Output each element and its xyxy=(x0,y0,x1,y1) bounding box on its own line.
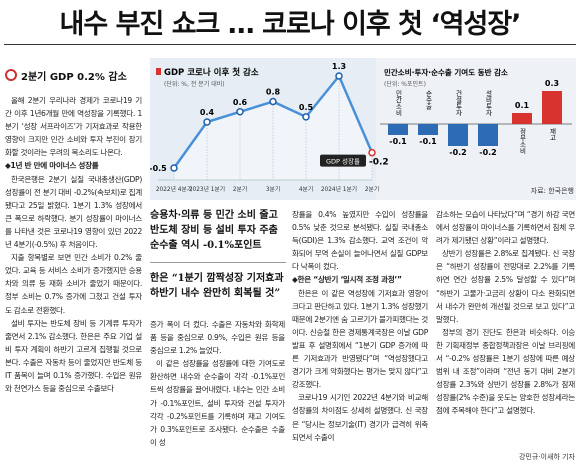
value-label: 0.6 xyxy=(233,98,248,107)
bar xyxy=(478,124,498,146)
source: 자료: 한국은행 xyxy=(530,187,574,195)
value-label: -0.1 xyxy=(389,137,407,146)
subheading: 2분기 GDP 0.2% 감소 xyxy=(5,68,127,83)
byline: 강민규·이새하 기자 xyxy=(519,453,575,461)
value-label: 0.5 xyxy=(299,103,314,112)
x-label: 2분기 xyxy=(365,185,379,193)
rule xyxy=(4,44,576,45)
value-label: 1.3 xyxy=(332,62,346,71)
x-label: 4분기 xyxy=(299,185,313,193)
bar xyxy=(388,124,408,135)
point xyxy=(236,108,244,116)
x-label: 3분기 xyxy=(266,185,280,193)
bar xyxy=(542,91,562,124)
point xyxy=(368,148,376,157)
paragraph: 정부의 경기 진단도 한은과 비슷하다. 이승한 기획재정부 종합정책과장은 이… xyxy=(436,327,575,416)
value-label: -0.1 xyxy=(419,137,437,146)
x-label: 2분기 xyxy=(233,185,247,193)
pull-quote: 승용차·의류 등 민간 소비 줄고 반도체 장비 등 설비 투자 주춤 순수출 … xyxy=(150,210,278,251)
value-label: -0.2 xyxy=(449,148,467,157)
category-label: 재고 xyxy=(548,128,556,141)
bar xyxy=(418,124,438,135)
title-marker xyxy=(156,68,161,75)
x-label: 2022년 4분기 xyxy=(156,185,192,193)
charts: GDP 코로나 이후 첫 감소 (단위: %, 전 분기 대비) -0.5 2022년… xyxy=(150,58,576,200)
paragraph: 지출 항목별로 보면 민간 소비가 0.2% 줄었다. 교육 등 서비스 소비가… xyxy=(5,253,142,315)
column: 올해 2분기 우리나라 경제가 코로나19 기간 이후 1년6개월 만에 역성장… xyxy=(5,94,142,464)
headline: 내수 부진 쇼크 … 코로나 이후 첫 ‘역성장’ xyxy=(59,9,522,40)
x-label: 2023년 1분기 xyxy=(189,185,225,193)
paragraph: 상반기 성장률은 2.8%로 집계됐다. 신 국장은 “하반기 성장률이 전망대… xyxy=(436,249,575,324)
point xyxy=(269,97,277,106)
value-label: -0.5 xyxy=(150,164,167,173)
chart-unit: (단위: %포인트) xyxy=(384,80,426,88)
column: 감소하는 모습이 나타났다”며 “경기 하강 국면에서 성장률이 마이너스를 기… xyxy=(436,208,575,452)
point xyxy=(302,113,310,121)
bar xyxy=(448,124,468,146)
bar xyxy=(512,113,532,124)
point xyxy=(335,72,343,80)
category-label: 건설투자 xyxy=(454,89,462,118)
point xyxy=(170,164,178,172)
line-area xyxy=(174,76,372,180)
chart-unit: (단위: %, 전 분기 대비) xyxy=(164,80,225,88)
pull-quote: 한은 “1분기 깜짝성장 기저효과 하반기 내수 완만히 회복될 것” xyxy=(150,262,286,301)
value-label: -0.2 xyxy=(369,158,389,168)
paragraph: 이 같은 성장률을 성장률에 대한 기여도로 환산하면 내수와 순수출이 각각 … xyxy=(150,359,285,447)
value-label: -0.2 xyxy=(479,148,497,157)
paragraph: 감소하는 모습이 나타났다”며 “경기 하강 국면에서 성장률이 마이너스를 기… xyxy=(436,210,575,246)
paragraph: 한국은행은 2분기 실질 국내총생산(GDP) 성장률이 전 분기 대비 -0.… xyxy=(5,174,142,250)
category-label: 순수출 xyxy=(424,90,432,110)
column: 증가 폭이 더 컸다. 수출은 자동차와 화학제품 등을 중심으로 0.9%, … xyxy=(150,318,285,464)
paragraph: ◆한은 “상반기 ‘일시적 조정 과정’” xyxy=(292,275,402,285)
paragraph: 장률을 0.4% 높였지만 수입이 성장률을 0.5% 낮춘 것으로 분석됐다.… xyxy=(292,210,428,272)
callout-box xyxy=(320,154,366,167)
paragraph: 증가 폭이 더 컸다. 수출은 자동차와 화학제품 등을 중심으로 0.9%, … xyxy=(150,320,285,356)
paragraph: 코로나19 시기인 2022년 4분기와 비교해 성장률의 차이점도 상세히 설… xyxy=(292,393,428,442)
callout-label: GDP 성장률 xyxy=(326,157,360,166)
value-label: 0.8 xyxy=(266,88,281,97)
category-label: 민간소비 xyxy=(394,89,402,118)
chart-bg-right xyxy=(376,58,576,200)
column: 장률을 0.4% 높였지만 수입이 성장률을 0.5% 낮춘 것으로 분석됐다.… xyxy=(292,208,428,464)
value-label: 0.3 xyxy=(545,79,559,88)
paragraph: 설비 투자는 반도체 장비 등 기계류 투자가 줄면서 2.1% 감소했다. 한… xyxy=(5,318,142,394)
paragraph: 올해 2분기 우리나라 경제가 코로나19 기간 이후 1년6개월 만에 역성장… xyxy=(5,96,142,158)
subheading-text: 2분기 GDP 0.2% 감소 xyxy=(21,72,127,83)
value-label: 0.1 xyxy=(515,101,530,110)
value-label: 0.4 xyxy=(200,108,215,117)
point xyxy=(203,118,211,126)
paragraph: 한은은 이 같은 역성장에 기저효과 영향이 크다고 판단하고 있다. 1분기 … xyxy=(292,288,428,390)
category-label: 설비투자 xyxy=(484,90,492,118)
x-label: 2024년 1분기 xyxy=(321,185,357,193)
paragraph: ◆1년 반 만에 마이너스 성장률 xyxy=(5,161,99,171)
category-label: 정부소비 xyxy=(518,127,526,156)
chart-title: GDP 코로나 이후 첫 감소 xyxy=(164,67,259,78)
chart-title: 민간소비·투자·순수출 기여도 동반 감소 xyxy=(384,67,508,77)
